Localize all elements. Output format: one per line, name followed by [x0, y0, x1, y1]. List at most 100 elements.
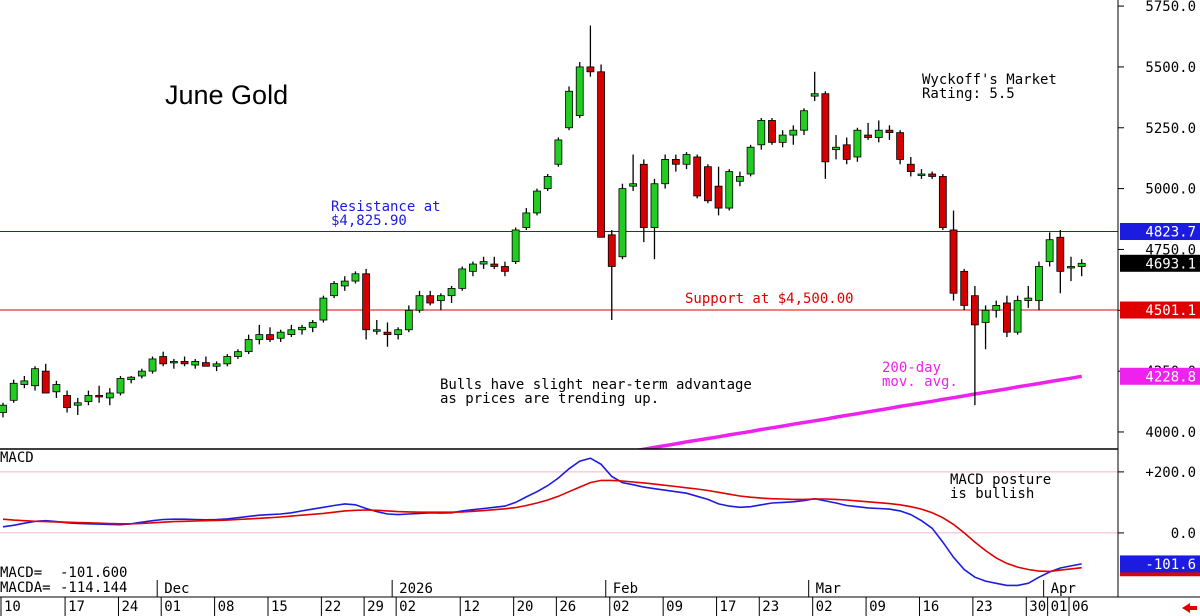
annotation: Bulls have slight near-term advantage	[440, 377, 752, 393]
x-tick-label: 30	[1029, 599, 1046, 615]
macd-line	[2, 479, 1082, 573]
candle-body	[383, 331, 392, 336]
candle-body	[800, 110, 808, 131]
candle-body	[928, 173, 937, 177]
candle-body	[404, 309, 413, 331]
candle-body	[95, 395, 104, 398]
x-tick-label: 01	[1051, 599, 1068, 615]
x-tick-label: 24	[121, 599, 138, 615]
candle-body	[20, 380, 29, 385]
chart-title: June Gold	[165, 80, 288, 110]
macd-line	[2, 457, 1082, 587]
candle-body	[9, 382, 18, 401]
annotation: Rating: 5.5	[922, 86, 1015, 102]
candle-body	[736, 176, 744, 182]
panel-title: MACD	[0, 450, 34, 466]
candle-body	[469, 263, 477, 272]
month-label: 2026	[399, 581, 433, 597]
y-tick-label: 5500.0	[1145, 60, 1196, 76]
candle-body	[746, 146, 755, 175]
candle-body	[714, 185, 723, 209]
candle-body	[565, 90, 573, 129]
candle-body	[0, 404, 7, 413]
candle-body	[127, 376, 136, 381]
x-tick-label: 02	[613, 599, 630, 615]
candle-body	[896, 132, 905, 160]
annotation: Wyckoff's Market	[922, 72, 1057, 88]
candle-body	[490, 263, 499, 267]
x-tick-label: 17	[68, 599, 85, 615]
candle-body	[960, 270, 969, 306]
x-tick-label: 02	[816, 599, 833, 615]
x-tick-label: 06	[1072, 599, 1089, 615]
candle-body	[234, 351, 242, 357]
candle-body	[778, 134, 787, 143]
x-tick-label: 12	[463, 599, 480, 615]
candle-body	[223, 356, 232, 365]
candle-body	[874, 129, 883, 138]
candle-body	[330, 283, 338, 297]
candle-body	[41, 370, 50, 394]
candle-body	[917, 173, 926, 176]
moving-average	[633, 374, 1083, 449]
y-tick-label: +200.0	[1145, 465, 1196, 481]
y-tick-label: 5750.0	[1145, 0, 1196, 15]
candle-body	[362, 273, 371, 331]
price-box	[1120, 223, 1200, 241]
x-tick-label: 16	[922, 599, 939, 615]
readout-name: MACD=	[0, 565, 42, 581]
x-tick-label: 01	[164, 599, 181, 615]
y-tick-label: 5000.0	[1145, 182, 1196, 198]
annotation: MACD posture	[950, 472, 1051, 488]
candle-body	[682, 154, 691, 165]
price-box	[1120, 301, 1200, 319]
candle-body	[832, 146, 840, 151]
month-label: Dec	[164, 581, 189, 597]
candle-body	[1013, 300, 1022, 333]
x-tick-label: 02	[399, 599, 416, 615]
price-box-label: -101.6	[1145, 557, 1196, 573]
candle-body	[458, 268, 467, 289]
candle-body	[543, 176, 552, 190]
candle-body	[1067, 266, 1075, 269]
candle-body	[1003, 302, 1011, 333]
candle-body	[212, 363, 221, 367]
candle-body	[607, 234, 616, 267]
candle-body	[415, 295, 424, 311]
y-tick-label: 4000.0	[1145, 425, 1196, 441]
candle-body	[148, 358, 157, 372]
candle-body	[671, 159, 680, 165]
candle-body	[853, 129, 862, 158]
price-box	[1120, 254, 1200, 272]
price-box	[1120, 367, 1200, 385]
x-tick-label: 23	[762, 599, 779, 615]
price-box-label: 4693.1	[1145, 256, 1196, 272]
candle-body	[52, 384, 61, 393]
candle-body	[725, 171, 734, 209]
candle-body	[394, 329, 403, 336]
macd-panel	[0, 457, 1118, 587]
candle-body	[105, 392, 114, 399]
candle-body	[629, 183, 638, 187]
candle-body	[970, 295, 979, 326]
annotation: as prices are trending up.	[440, 391, 659, 407]
scroll-arrow	[1182, 603, 1197, 613]
candle-body	[159, 356, 168, 365]
price-panel	[0, 25, 1118, 449]
candle-body	[992, 305, 1001, 311]
candle-body	[693, 156, 702, 197]
readout-name: MACDA=	[0, 580, 51, 596]
candle-body	[191, 360, 200, 366]
candle-body	[938, 176, 947, 228]
x-tick-label: 29	[367, 599, 384, 615]
candle-body	[63, 395, 71, 409]
x-tick-label: 26	[559, 599, 576, 615]
candle-body	[116, 378, 125, 394]
readout-value: -101.600	[60, 565, 127, 581]
price-box-label: 4823.7	[1145, 225, 1196, 241]
candle-body	[864, 134, 872, 138]
candle-body	[789, 129, 798, 136]
candle-body	[436, 295, 445, 301]
